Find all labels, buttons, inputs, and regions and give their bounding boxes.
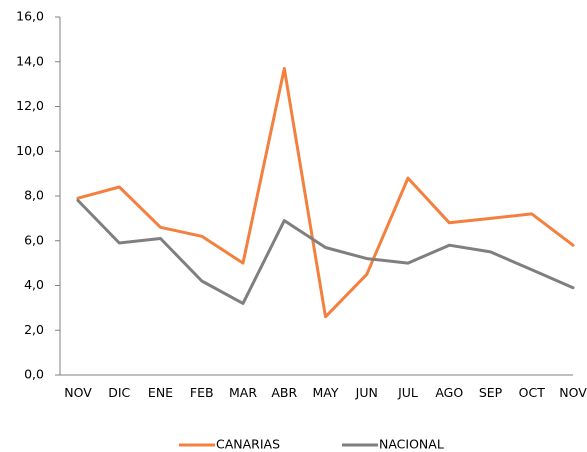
x-tick-label: MAY bbox=[312, 385, 338, 400]
x-tick-label: JUN bbox=[355, 385, 378, 400]
x-tick-label: JUL bbox=[397, 385, 418, 400]
y-tick-label: 8,0 bbox=[24, 188, 44, 203]
x-tick-label: FEB bbox=[190, 385, 214, 400]
series-lines bbox=[76, 67, 575, 319]
x-tick-label: OCT bbox=[519, 385, 546, 400]
x-tick-label: AGO bbox=[435, 385, 463, 400]
y-tick-label: 6,0 bbox=[24, 232, 44, 247]
x-tick-label: ABR bbox=[271, 385, 297, 400]
legend-label-canarias: CANARIAS bbox=[216, 437, 280, 452]
x-tick-label: ENE bbox=[148, 385, 173, 400]
y-tick-label: 4,0 bbox=[24, 277, 44, 292]
legend: CANARIAS NACIONAL bbox=[179, 437, 444, 452]
y-tick-label: 16,0 bbox=[16, 9, 44, 24]
series-line-canarias bbox=[76, 67, 575, 319]
x-tick-label: NOV bbox=[64, 385, 92, 400]
y-tick-label: 14,0 bbox=[16, 53, 44, 68]
x-tick-label: NOV bbox=[559, 385, 587, 400]
y-tick-label: 10,0 bbox=[16, 143, 44, 158]
legend-label-nacional: NACIONAL bbox=[379, 437, 444, 452]
x-tick-label: SEP bbox=[479, 385, 503, 400]
y-tick-label: 2,0 bbox=[24, 322, 44, 337]
y-tick-label: 12,0 bbox=[16, 98, 44, 113]
y-tick-label: 0,0 bbox=[24, 367, 44, 382]
y-axis-ticks: 0,0 2,0 4,0 6,0 8,0 10,0 12,0 14,0 16,0 bbox=[16, 9, 60, 382]
x-tick-label: DIC bbox=[108, 385, 130, 400]
x-tick-label: MAR bbox=[229, 385, 257, 400]
series-line-nacional bbox=[76, 199, 575, 305]
x-axis-ticks: NOV DIC ENE FEB MAR ABR MAY JUN JUL AGO SEP OCT NOV bbox=[64, 385, 587, 400]
